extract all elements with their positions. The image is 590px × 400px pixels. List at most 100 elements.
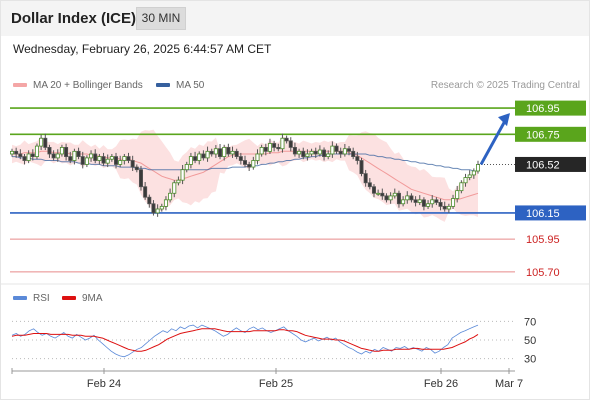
candle-body-13	[64, 147, 69, 157]
candle-body-56	[242, 160, 247, 165]
projection	[478, 113, 515, 166]
level-label-box-2	[515, 205, 586, 221]
candle-body-29	[130, 160, 135, 168]
x-tick-label-0: Feb 24	[87, 378, 121, 390]
candle-body-79	[338, 150, 343, 155]
candle-body-71	[305, 153, 310, 157]
candle-body-53	[230, 150, 235, 155]
rsi-tick-label-1: 50	[524, 335, 536, 347]
current-price-label: 106.52	[526, 159, 560, 171]
candle-body-34	[151, 203, 156, 214]
candle-body-38	[168, 192, 173, 201]
candle-body-105	[446, 205, 451, 210]
rsi-tick-label-2: 70	[524, 316, 536, 328]
candle-body-98	[417, 199, 422, 203]
candle-body-32	[143, 186, 148, 198]
candle-body-5	[30, 153, 35, 157]
rsi-9ma-line	[11, 328, 479, 352]
9ma-swatch	[62, 296, 76, 301]
rsi-tick-label-0: 30	[524, 354, 536, 366]
candles	[9, 133, 480, 217]
candle-body-97	[413, 199, 418, 203]
candle-body-96	[409, 195, 414, 201]
candle-body-60	[259, 147, 264, 155]
candle-body-10	[51, 153, 56, 159]
candle-body-24	[109, 156, 114, 160]
candle-body-111	[471, 170, 476, 176]
candle-body-4	[26, 153, 31, 161]
legend-label-ma20: MA 20 + Bollinger Bands	[33, 80, 143, 91]
candle-body-91	[388, 195, 393, 201]
timeframe-badge[interactable]: 30 MIN	[136, 7, 186, 30]
legend-item-9ma: 9MA	[62, 293, 103, 304]
x-axis: Feb 24 Feb 25 Feb 26 Mar 7	[11, 368, 523, 390]
candle-body-6	[34, 145, 39, 157]
candle-body-88	[376, 192, 381, 195]
candle-body-20	[93, 153, 98, 161]
candle-body-40	[176, 179, 181, 184]
candle-body-1	[14, 150, 19, 155]
candle-body-110	[467, 174, 472, 178]
legend-item-ma50: MA 50	[156, 80, 204, 91]
rsi-panel: 30 50 70	[11, 316, 536, 366]
candle-body-85	[363, 173, 368, 184]
current-price-box	[515, 156, 586, 172]
candle-body-9	[47, 147, 52, 155]
candle-body-54	[234, 150, 239, 157]
candle-body-3	[22, 156, 27, 161]
candle-body-99	[421, 199, 426, 207]
candle-body-11	[55, 153, 60, 159]
candle-body-30	[134, 166, 139, 171]
candle-body-50	[218, 148, 223, 157]
level-label-3: 105.95	[526, 234, 560, 246]
candle-body-101	[430, 199, 435, 205]
candle-body-36	[159, 205, 164, 210]
candle-body-19	[89, 153, 94, 159]
candle-body-95	[405, 195, 410, 201]
candle-body-70	[301, 150, 306, 157]
candle-body-61	[263, 147, 268, 152]
candle-body-45	[197, 153, 202, 161]
candle-body-94	[401, 199, 406, 205]
candle-body-31	[138, 169, 143, 188]
candle-body-93	[396, 192, 401, 205]
candle-body-18	[84, 157, 89, 165]
candle-body-74	[317, 149, 322, 155]
candle-body-47	[205, 150, 210, 159]
candle-body-77	[330, 145, 335, 155]
candle-body-100	[426, 203, 431, 207]
candle-body-8	[43, 137, 48, 148]
candle-body-22	[101, 156, 106, 164]
candle-body-51	[222, 147, 227, 157]
candle-body-73	[313, 150, 318, 155]
candle-body-2	[18, 153, 23, 157]
rsi-swatch	[13, 296, 27, 301]
candle-body-12	[59, 147, 64, 155]
candle-body-55	[238, 156, 243, 161]
candle-body-104	[442, 205, 447, 210]
candle-body-39	[172, 182, 177, 194]
candle-body-87	[371, 186, 376, 194]
candle-body-16	[76, 150, 81, 157]
candle-body-37	[163, 199, 168, 207]
candle-body-59	[255, 153, 260, 161]
ma50-swatch	[156, 83, 170, 88]
legend-label-rsi: RSI	[33, 293, 50, 304]
candle-body-63	[272, 143, 277, 148]
candle-body-75	[322, 149, 327, 157]
candle-body-42	[184, 164, 189, 171]
chart-title: Dollar Index (ICE)	[11, 10, 137, 27]
candle-body-14	[68, 156, 73, 161]
candle-body-90	[384, 195, 389, 201]
level-label-2: 106.15	[526, 208, 560, 220]
candle-body-21	[97, 156, 102, 161]
x-tick-label-3: Mar 7	[495, 378, 523, 390]
candle-body-52	[226, 147, 231, 155]
x-tick-label-2: Feb 26	[424, 378, 458, 390]
timestamp: Wednesday, February 26, 2025 6:44:57 AM …	[13, 42, 272, 56]
candle-body-108	[459, 182, 464, 192]
candle-body-109	[463, 177, 468, 184]
candle-body-86	[367, 182, 372, 188]
price-levels	[10, 107, 515, 273]
